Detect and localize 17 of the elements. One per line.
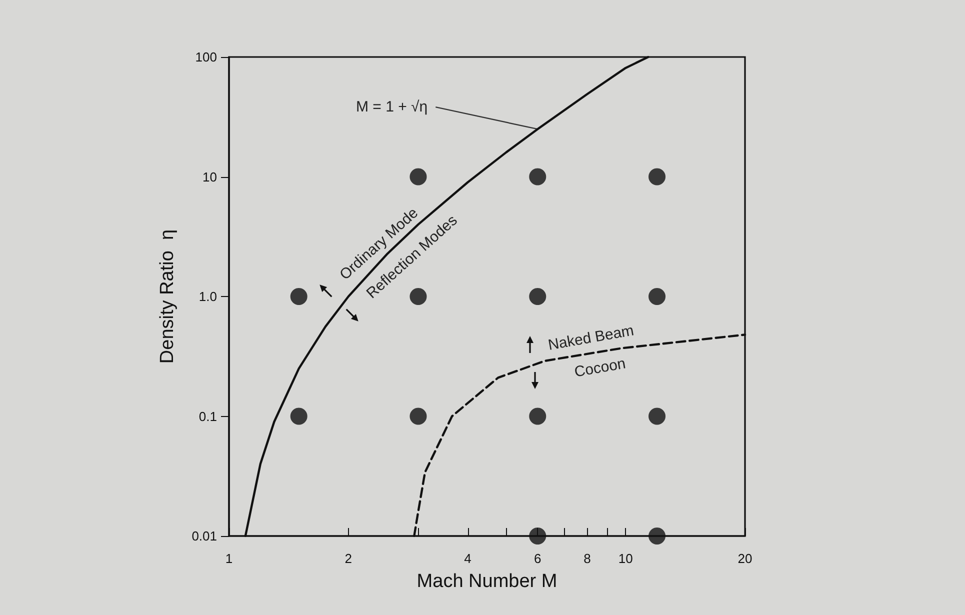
- x-tick-label: 6: [534, 551, 542, 566]
- x-tick-label: 10: [618, 551, 633, 566]
- y-tick-label: 0.01: [192, 528, 217, 544]
- y-tick-label: 100: [195, 50, 217, 64]
- x-tick-label: 1: [225, 551, 233, 566]
- y-tick-label: 1.0: [198, 289, 217, 304]
- y-tick-label: 10: [202, 169, 217, 184]
- y-axis-title: Density Ratio η: [157, 229, 178, 364]
- x-tick-label: 8: [584, 551, 591, 566]
- x-tick-label: 4: [464, 551, 472, 566]
- x-axis-title: Mach Number M: [416, 571, 558, 592]
- x-tick-label: 2: [344, 551, 352, 566]
- annotation: M = 1 + √η: [356, 98, 428, 116]
- annotation: Cocoon: [573, 355, 627, 381]
- y-tick-label: 0.1: [198, 408, 217, 424]
- x-tick-label: 20: [738, 551, 752, 566]
- annotation: Naked Beam: [546, 322, 636, 354]
